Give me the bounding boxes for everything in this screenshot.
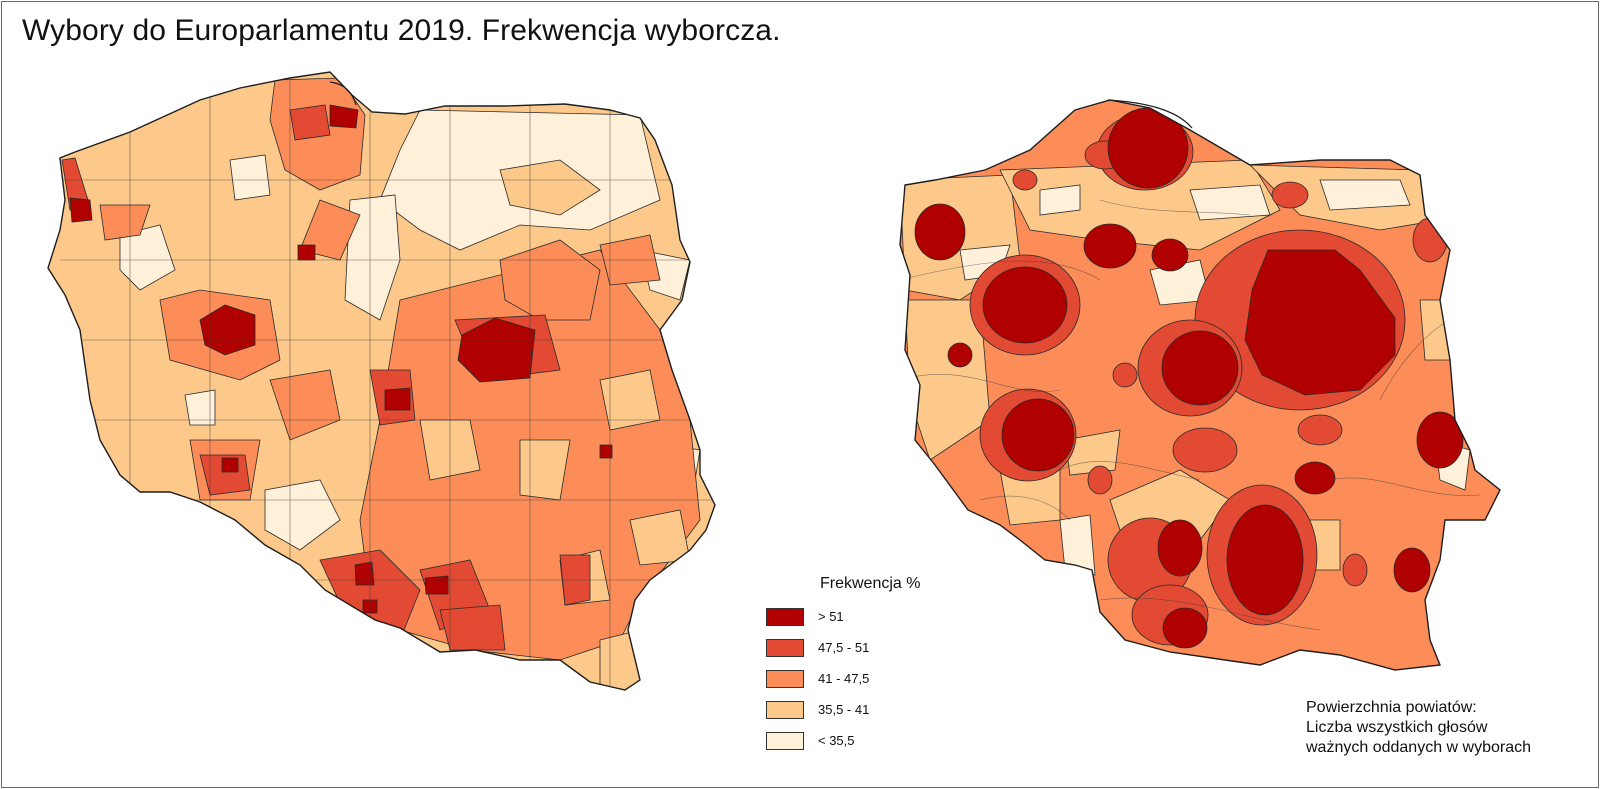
map-title: Wybory do Europarlamentu 2019. Frekwencj… — [22, 14, 781, 47]
legend-label: 47,5 - 51 — [818, 640, 870, 655]
cartogram-note: Powierzchnia powiatów: Liczba wszystkich… — [1306, 698, 1531, 758]
legend-swatch — [766, 700, 804, 719]
legend-item: 47,5 - 51 — [766, 632, 920, 663]
cartogram-note-line: Powierzchnia powiatów: — [1306, 699, 1477, 716]
cartogram-note-line: ważnych oddanych w wyborach — [1306, 739, 1532, 756]
choropleth-map — [47, 71, 716, 691]
legend-label: < 35,5 — [818, 733, 855, 748]
legend-label: 41 - 47,5 — [818, 671, 870, 686]
cartogram-map — [899, 99, 1501, 671]
legend-label: 35,5 - 41 — [818, 702, 870, 717]
legend: Frekwencja % > 51 47,5 - 51 41 - 47,5 35… — [766, 575, 920, 756]
legend-label: > 51 — [818, 609, 844, 624]
legend-item: > 51 — [766, 601, 920, 632]
legend-item: 35,5 - 41 — [766, 694, 920, 725]
legend-swatch — [766, 607, 804, 626]
legend-title: Frekwencja % — [820, 575, 921, 592]
cartogram-note-line: Liczba wszystkich głosów — [1306, 719, 1488, 736]
legend-item: < 35,5 — [766, 725, 920, 756]
legend-swatch — [766, 669, 804, 688]
legend-swatch — [766, 638, 804, 657]
legend-item: 41 - 47,5 — [766, 663, 920, 694]
legend-swatch — [766, 731, 804, 750]
